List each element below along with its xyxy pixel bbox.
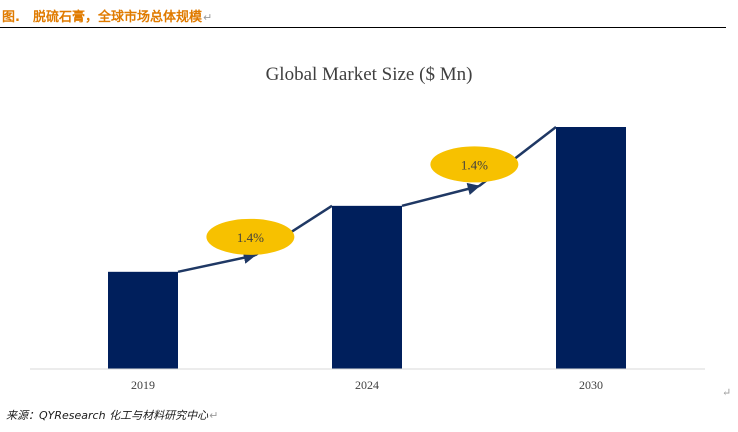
growth-label: 1.4% (237, 230, 264, 245)
source-note: 来源：QYResearch 化工与材料研究中心↵ (6, 407, 218, 423)
x-tick-label-2024: 2024 (355, 378, 379, 392)
paragraph-mark-icon: ↵ (202, 11, 213, 24)
growth-badge (206, 218, 295, 255)
bar-2024 (332, 205, 402, 369)
figure-header: 图. 脱硫石膏，全球市场总体规模↵ (0, 0, 726, 28)
market-size-chart: 2019 2024 2030 1.4% 1.4% (30, 126, 705, 392)
growth-arrow (177, 251, 257, 274)
figure-caption-text: 图. 脱硫石膏，全球市场总体规模 (2, 10, 202, 25)
figure-caption: 图. 脱硫石膏，全球市场总体规模↵ (2, 6, 212, 25)
x-tick-label-2030: 2030 (579, 378, 603, 392)
bar-2030 (556, 127, 626, 369)
growth-arrow (401, 182, 481, 208)
paragraph-mark-icon: ↵ (209, 409, 219, 422)
growth-badge (430, 146, 519, 183)
paragraph-mark-icon: ↵ (722, 387, 732, 399)
growth-label: 1.4% (461, 157, 488, 172)
chart-title: Global Market Size ($ Mn) (265, 64, 473, 85)
x-tick-label-2019: 2019 (131, 378, 155, 392)
source-text: 来源：QYResearch 化工与材料研究中心 (6, 409, 209, 422)
bar-2019 (108, 271, 178, 369)
